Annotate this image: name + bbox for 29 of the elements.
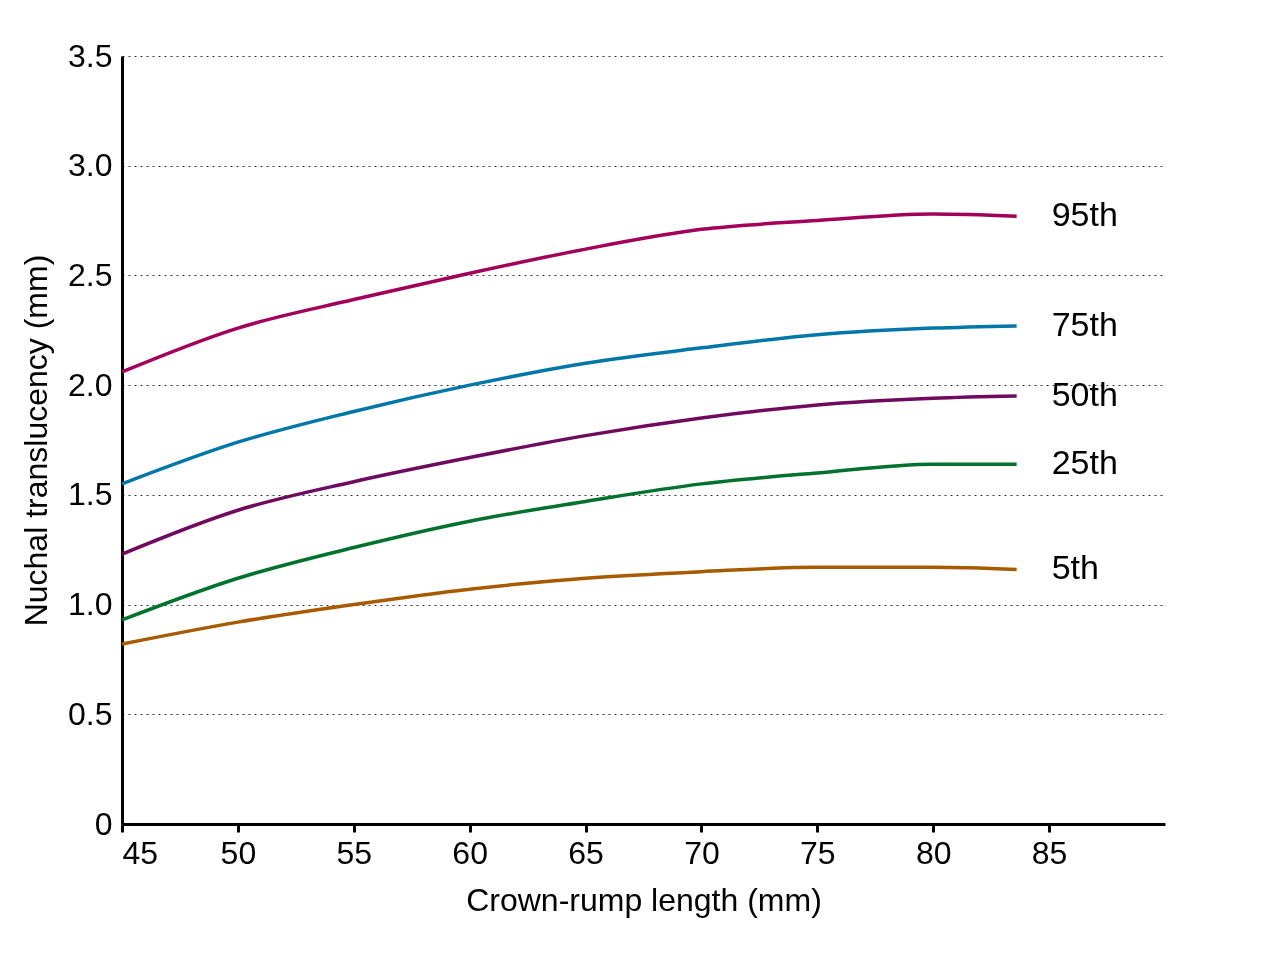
x-tick-label: 60 [452,834,488,871]
series-label: 95th [1051,195,1118,234]
series-label: 5th [1051,548,1099,587]
line-series [120,324,1019,486]
y-tick-label: 3.5 [68,37,113,74]
y-tick-label: 3.0 [68,147,113,184]
series-label: 50th [1051,375,1118,414]
x-tick-label: 70 [684,834,720,871]
x-tick-label: 80 [915,834,952,871]
x-tick-label: 55 [336,834,373,871]
y-tick-label: 1.5 [68,476,113,513]
series-label: 75th [1051,304,1118,343]
y-tick-label: 1.0 [68,586,113,623]
x-axis-title: Crown-rump length (mm) [466,881,822,918]
y-tick-label: 0 [94,805,113,842]
y-tick-label: 2.5 [68,256,113,293]
y-tick-label: 2.0 [68,366,113,403]
x-tick-label: 45 [122,834,159,871]
y-tick-label: 0.5 [68,695,113,732]
x-tick-label: 50 [220,834,257,871]
line-series [120,394,1019,556]
series-label: 25th [1051,443,1118,482]
x-tick-label: 65 [568,834,604,871]
line-series [120,565,1019,646]
x-tick-label: 75 [800,834,836,871]
line-series [120,212,1019,374]
x-tick-label: 85 [1031,834,1068,871]
y-axis-title: Nuchal translucency (mm) [18,254,55,627]
line-series [120,462,1019,622]
